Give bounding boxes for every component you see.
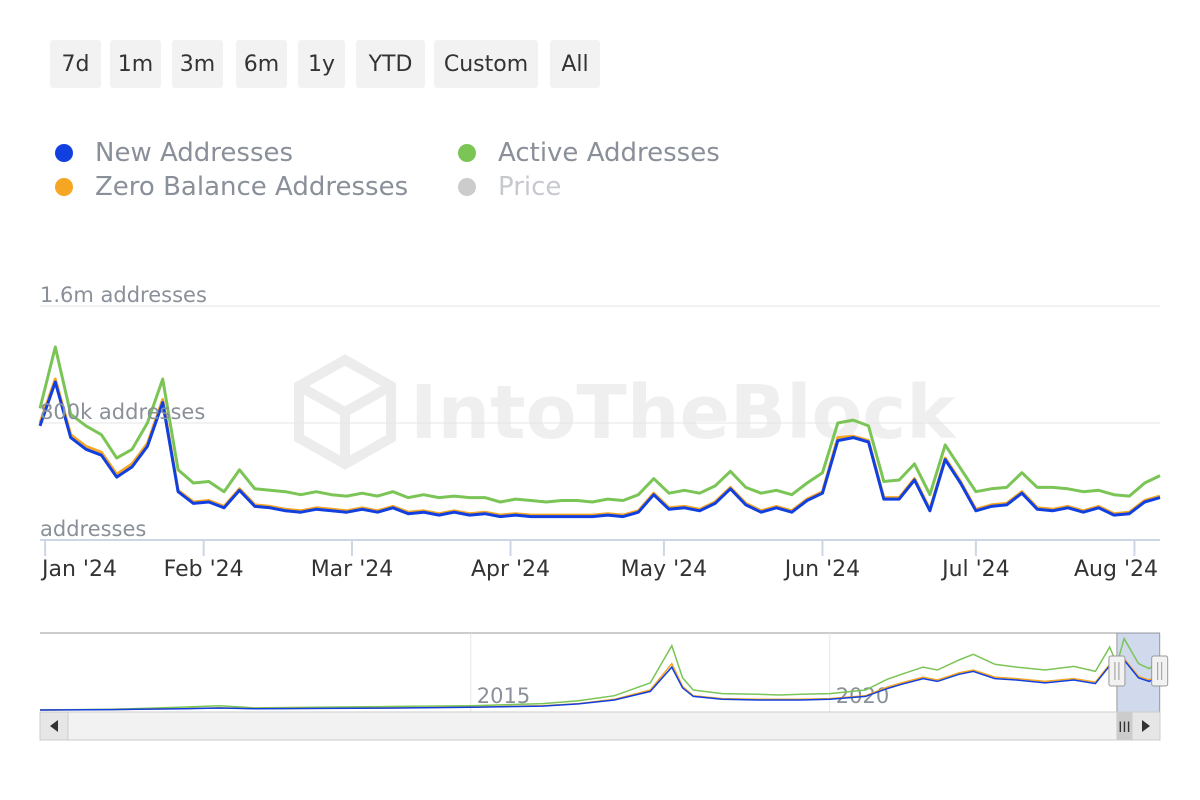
legend-label: Zero Balance Addresses <box>95 172 409 202</box>
series-line-zero-balance-addresses <box>38 377 1161 517</box>
y-tick-label: 1.6m addresses <box>40 283 207 307</box>
x-tick-label: Jul '24 <box>940 557 1010 582</box>
handle-body[interactable] <box>1108 655 1126 687</box>
y-tick-label: 800k addresses <box>40 400 205 424</box>
scroll-left-button[interactable] <box>39 711 69 741</box>
watermark-cube-edges <box>296 381 394 464</box>
x-tick-label: Mar '24 <box>311 557 394 582</box>
x-tick-label: Apr '24 <box>471 557 550 582</box>
range-button-1m[interactable]: 1m <box>110 40 161 88</box>
legend-dot-icon <box>55 144 73 162</box>
range-button-all[interactable]: All <box>550 40 600 88</box>
scrollbar-track[interactable] <box>39 711 1161 741</box>
y-axis: 1.6m addresses 800k addresses addresses <box>40 283 207 541</box>
legend-dot-icon <box>55 178 73 196</box>
legend-dot-icon <box>458 178 476 196</box>
legend-label: New Addresses <box>95 138 294 168</box>
legend-item-new-addresses[interactable]: New Addresses <box>55 138 293 168</box>
scrollbar-grip-icon: III <box>1118 720 1130 736</box>
navigator-series-new-addresses <box>39 658 1161 711</box>
x-tick-label: Jan '24 <box>40 557 117 582</box>
legend-label: Price <box>498 172 562 202</box>
navigator-handle-right[interactable] <box>1151 655 1169 687</box>
series-line-new-addresses <box>38 380 1161 519</box>
watermark: IntoTheBlock <box>294 354 957 470</box>
range-button-1y[interactable]: 1y <box>298 40 345 88</box>
series-lines <box>38 345 1161 519</box>
range-button-6m[interactable]: 6m <box>236 40 287 88</box>
x-axis: Jan '24 Feb '24 Mar '24 Apr '24 May '24 Jun '… <box>40 539 1160 582</box>
watermark-hexagon <box>294 354 396 470</box>
legend-dot-icon <box>458 144 476 162</box>
watermark-logo-icon <box>294 354 396 470</box>
scroll-right-button[interactable] <box>1131 711 1161 741</box>
x-tick-label: May '24 <box>621 557 708 582</box>
arrow-right-icon <box>1142 720 1150 732</box>
navigator-series-active-addresses <box>39 636 1161 711</box>
navigator-handle-left[interactable] <box>1108 655 1126 687</box>
legend-label: Active Addresses <box>498 138 720 168</box>
x-tick-label: Feb '24 <box>164 557 244 582</box>
legend-item-zero-balance-addresses[interactable]: Zero Balance Addresses <box>55 172 408 202</box>
range-button-7d[interactable]: 7d <box>50 40 101 88</box>
arrow-left-icon <box>50 720 58 732</box>
scrollbar-thumb[interactable]: III <box>1116 712 1133 740</box>
x-tick-label: Aug '24 <box>1074 557 1158 582</box>
x-tick-label: Jun '24 <box>783 557 860 582</box>
legend-item-price[interactable]: Price <box>458 172 561 202</box>
legend-item-active-addresses[interactable]: Active Addresses <box>458 138 720 168</box>
grid-lines <box>40 305 1160 424</box>
series-line-active-addresses <box>38 345 1161 504</box>
range-button-custom[interactable]: Custom <box>434 40 538 88</box>
range-button-3m[interactable]: 3m <box>172 40 223 88</box>
scrollbar-thumb-bg[interactable] <box>1116 712 1133 740</box>
range-button-ytd[interactable]: YTD <box>356 40 425 88</box>
handle-body[interactable] <box>1151 655 1169 687</box>
y-tick-label: addresses <box>40 517 146 541</box>
watermark-text: IntoTheBlock <box>410 370 957 456</box>
